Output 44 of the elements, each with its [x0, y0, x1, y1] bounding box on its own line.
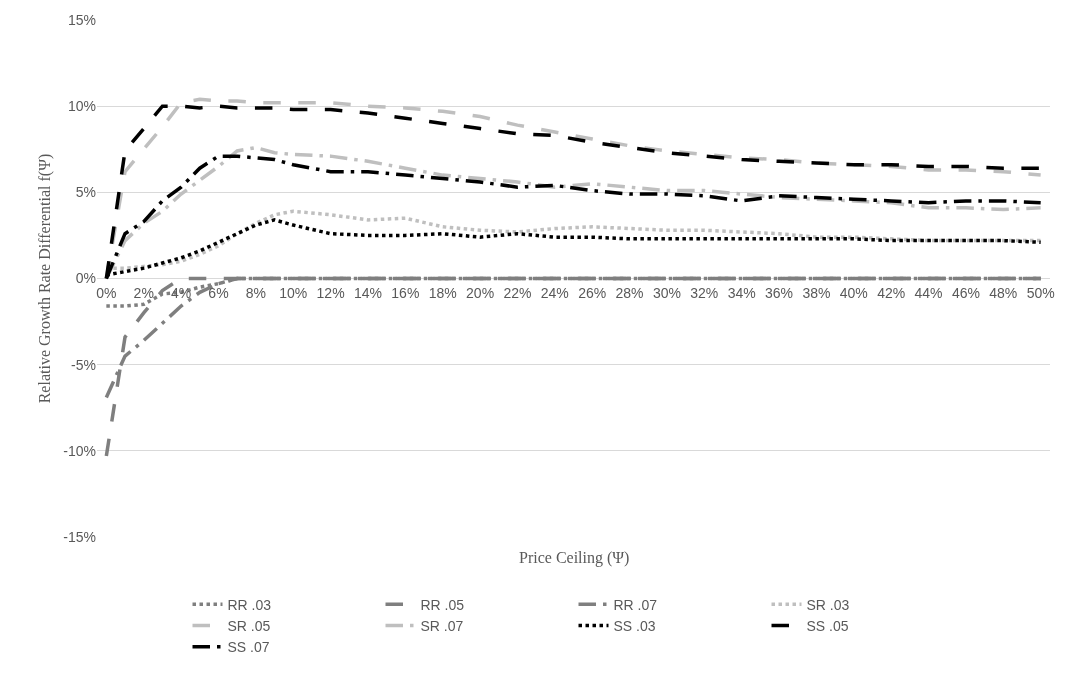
legend-label: SS .07	[227, 639, 270, 656]
x-tick-label: 42%	[877, 284, 906, 301]
legend-label: SR .05	[227, 617, 271, 634]
x-tick-label: 0%	[96, 284, 117, 301]
y-tick-label: 15%	[67, 11, 96, 28]
x-tick-label: 30%	[652, 284, 681, 301]
x-axis-title: Price Ceiling (Ψ)	[519, 549, 630, 567]
x-tick-label: 34%	[727, 284, 756, 301]
y-tick-label: 5%	[75, 184, 96, 201]
y-tick-label: -15%	[63, 528, 96, 545]
x-tick-label: 22%	[503, 284, 532, 301]
x-tick-label: 32%	[690, 284, 719, 301]
x-tick-label: 6%	[208, 284, 229, 301]
x-tick-label: 2%	[133, 284, 154, 301]
x-tick-label: 46%	[951, 284, 980, 301]
y-tick-label: -10%	[63, 442, 96, 459]
x-tick-label: 8%	[245, 284, 266, 301]
x-tick-label: 50%	[1026, 284, 1055, 301]
y-tick-label: 0%	[75, 270, 96, 287]
y-axis-title: Relative Growth Rate Differential f(Ψ)	[36, 153, 55, 404]
legend-label: RR .05	[420, 596, 465, 613]
legend-label: SR .03	[806, 596, 850, 613]
x-tick-label: 40%	[839, 284, 868, 301]
x-tick-label: 36%	[765, 284, 794, 301]
x-tick-label: 28%	[615, 284, 644, 301]
x-tick-label: 26%	[578, 284, 607, 301]
x-tick-label: 4%	[170, 284, 192, 301]
legend-label: SS .03	[613, 617, 656, 634]
x-tick-label: 44%	[914, 284, 943, 301]
y-tick-label: -5%	[71, 356, 96, 373]
x-tick-label: 12%	[316, 284, 345, 301]
x-tick-label: 14%	[353, 284, 382, 301]
legend-label: RR .03	[227, 596, 272, 613]
x-tick-label: 10%	[279, 284, 308, 301]
legend-label: SS .05	[806, 617, 849, 634]
y-tick-label: 10%	[67, 98, 96, 115]
legend-label: RR .07	[613, 596, 658, 613]
x-tick-label: 48%	[989, 284, 1018, 301]
legend-label: SR .07	[420, 617, 464, 634]
x-tick-label: 24%	[540, 284, 569, 301]
x-tick-label: 38%	[802, 284, 831, 301]
x-tick-label: 16%	[391, 284, 420, 301]
x-tick-label: 20%	[466, 284, 495, 301]
x-tick-label: 18%	[428, 284, 457, 301]
